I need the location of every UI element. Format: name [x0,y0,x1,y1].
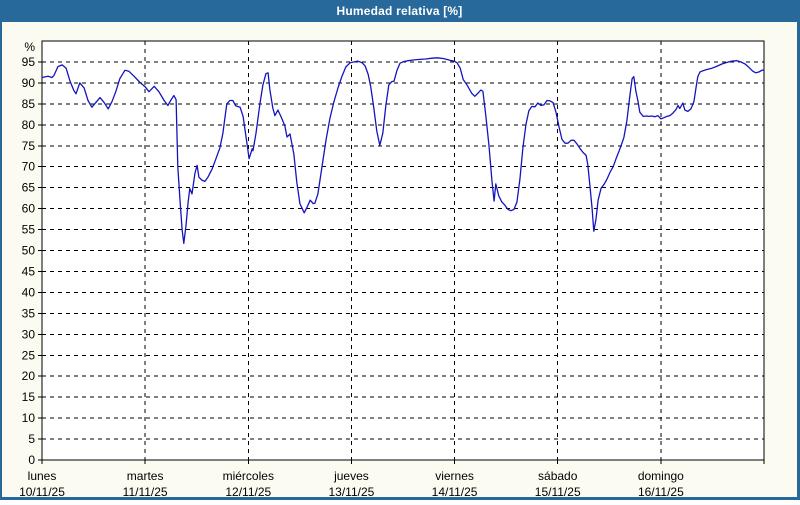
y-axis-unit-label: % [24,40,35,54]
plot-frame [41,40,765,461]
y-tick-label: 40 [22,285,36,299]
y-tick-label: 50 [22,244,36,258]
x-day-label: domingo [638,469,684,483]
x-day-label: miércoles [223,469,274,483]
x-date-label: 12/11/25 [225,485,271,499]
x-day-label: viernes [435,469,474,483]
title-bar: Humedad relativa [%] [2,0,797,22]
y-tick-label: 25 [22,348,36,362]
x-date-label: 10/11/25 [19,485,65,499]
window-title: Humedad relativa [%] [336,4,463,18]
y-tick-label: 35 [22,306,36,320]
x-date-label: 14/11/25 [432,485,478,499]
y-tick-label: 20 [22,369,36,383]
x-date-label: 13/11/25 [329,485,375,499]
humidity-chart: 0 5 10 15 20 25 30 35 40 45 50 55 60 65 70 75 80 85 90 95% l… [19,40,765,499]
y-tick-label: 0 [28,453,35,467]
x-date-label: 11/11/25 [123,485,168,499]
y-tick-label: 65 [22,181,36,195]
y-tick-label: 85 [22,97,36,111]
x-day-label: jueves [333,469,369,483]
chart-area: 0 5 10 15 20 25 30 35 40 45 50 55 60 65 70 75 80 85 90 95% l… [2,22,800,500]
y-tick-label: 45 [22,264,36,278]
y-tick-label: 15 [22,390,36,404]
y-tick-label: 80 [22,118,36,132]
x-day-label: lunes [28,469,57,483]
y-tick-label: 30 [22,327,36,341]
y-tick-label: 95 [22,55,36,69]
y-tick-label: 70 [22,160,36,174]
humidity-line [41,57,765,245]
y-tick-label: 75 [22,139,36,153]
y-tick-label: 55 [22,223,36,237]
y-tick-label: 5 [28,432,35,446]
x-day-label: sábado [538,469,578,483]
x-day-label: martes [127,469,164,483]
y-tick-label: 10 [22,411,36,425]
y-tick-label: 90 [22,76,36,90]
x-date-label: 15/11/25 [535,485,581,499]
x-date-label: 16/11/25 [638,485,684,499]
y-tick-label: 60 [22,202,36,216]
